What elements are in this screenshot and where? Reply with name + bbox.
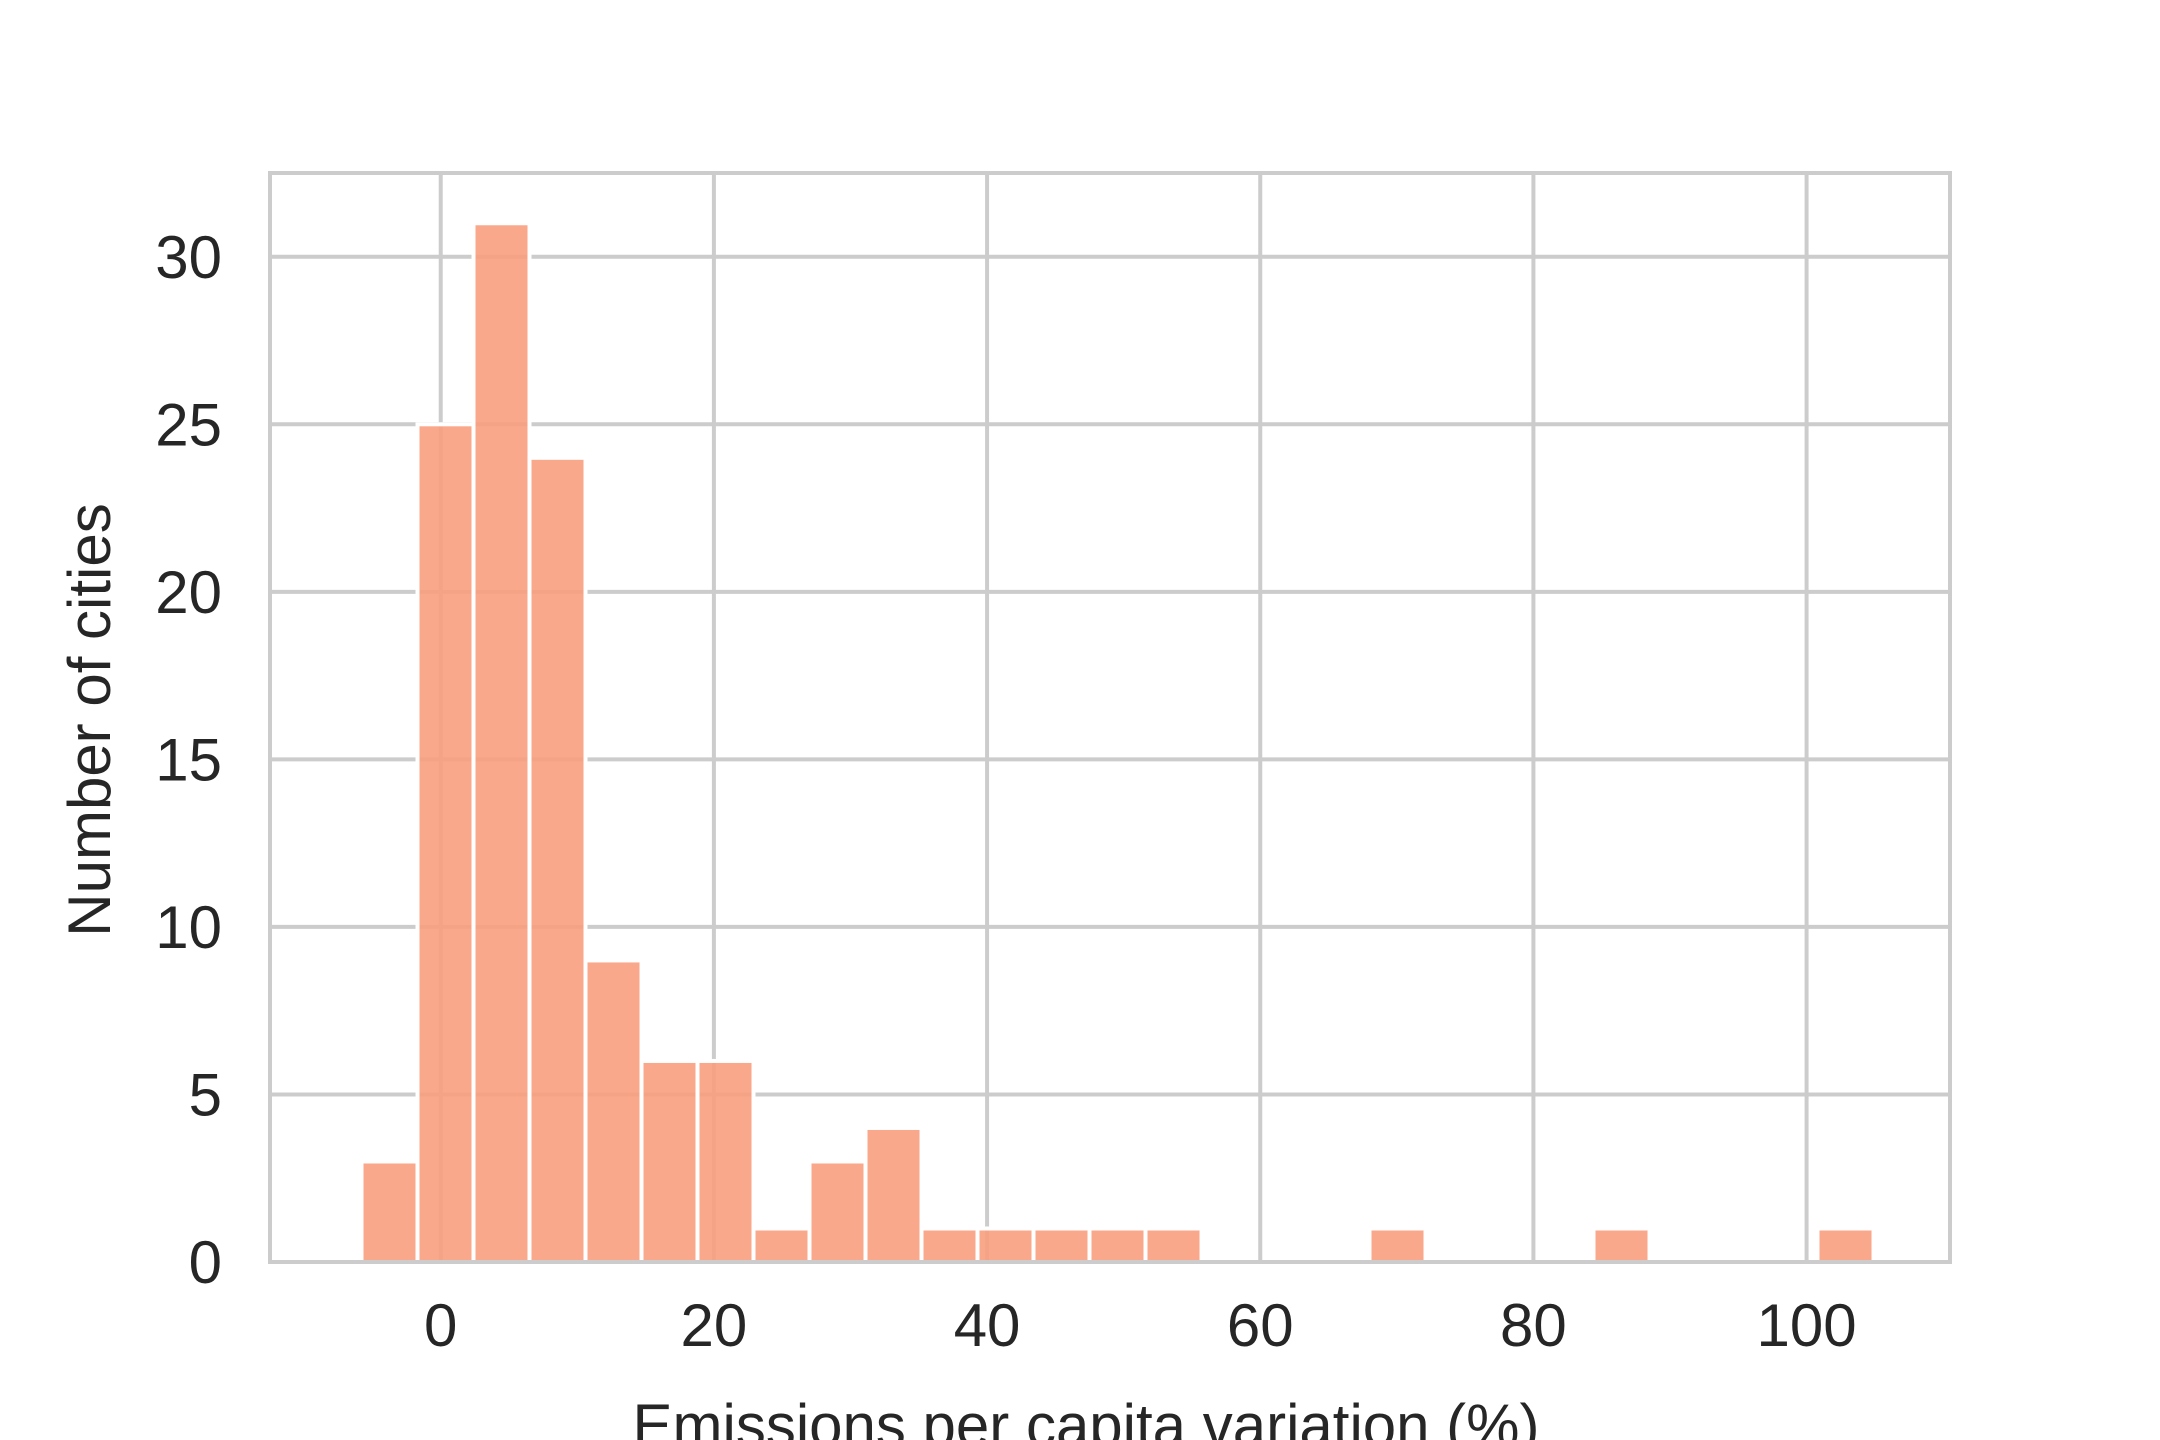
bars-layer [359,221,1876,1265]
y-tick-label: 30 [155,224,222,291]
histogram-bar [583,958,644,1265]
histogram-bar [751,1226,812,1264]
histogram-bar [1031,1226,1092,1264]
histogram-bar [919,1226,980,1264]
histogram-bar [1367,1226,1428,1264]
y-axis-label: Number of cities [56,503,123,936]
histogram-bar [471,221,532,1264]
histogram-bar [639,1058,700,1265]
y-tick-label: 20 [155,559,222,626]
histogram-bar [807,1159,868,1265]
histogram-bar [1087,1226,1148,1264]
tick-labels: 0 20 40 60 80 100 0 5 10 15 20 25 30 [155,224,1856,1359]
y-tick-label: 15 [155,726,222,793]
y-tick-label: 10 [155,894,222,961]
histogram-bar [695,1058,756,1265]
spines-layer [268,171,1952,1264]
histogram-bar [1591,1226,1652,1264]
x-tick-label: 20 [681,1292,748,1359]
histogram-bar [975,1226,1036,1264]
x-tick-label: 80 [1500,1292,1567,1359]
histogram-bar [527,455,588,1265]
y-tick-label: 0 [189,1229,222,1296]
y-tick-label: 5 [189,1061,222,1128]
plot-frame [268,171,1952,1264]
x-axis-label: Emissions per capita variation (%) [632,1392,1539,1440]
x-tick-label: 40 [954,1292,1021,1359]
histogram-bar [863,1125,924,1264]
x-tick-label: 100 [1757,1292,1857,1359]
x-tick-label: 60 [1227,1292,1294,1359]
y-tick-label: 25 [155,391,222,458]
histogram-bar [359,1159,420,1265]
x-tick-label: 0 [424,1292,457,1359]
histogram-bar [1143,1226,1204,1264]
histogram-bar [415,422,476,1264]
histogram-bar [1815,1226,1876,1264]
